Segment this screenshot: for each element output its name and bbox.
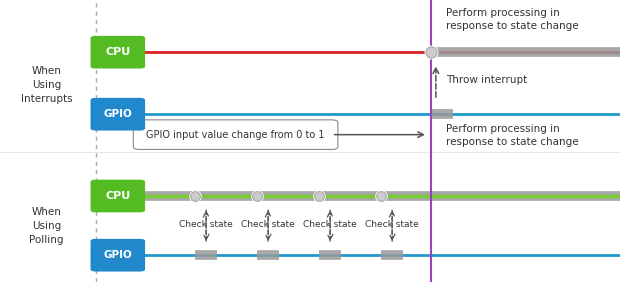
Text: Check state: Check state [179,220,233,229]
Text: GPIO: GPIO [104,109,132,119]
Text: When
Using
Polling: When Using Polling [29,207,64,244]
FancyBboxPatch shape [91,98,145,131]
Text: Check state: Check state [303,220,357,229]
Text: Throw interrupt: Throw interrupt [446,75,528,85]
Text: Check state: Check state [365,220,419,229]
FancyBboxPatch shape [91,36,145,69]
Text: Perform processing in
response to state change: Perform processing in response to state … [446,124,579,147]
Text: GPIO input value change from 0 to 1: GPIO input value change from 0 to 1 [146,130,325,140]
FancyBboxPatch shape [91,180,145,212]
Text: When
Using
Interrupts: When Using Interrupts [20,66,73,103]
Text: Perform processing in
response to state change: Perform processing in response to state … [446,8,579,31]
Text: CPU: CPU [105,191,130,201]
Text: Check state: Check state [241,220,295,229]
Text: CPU: CPU [105,47,130,57]
FancyBboxPatch shape [133,120,338,149]
Text: GPIO: GPIO [104,250,132,260]
FancyBboxPatch shape [91,239,145,272]
